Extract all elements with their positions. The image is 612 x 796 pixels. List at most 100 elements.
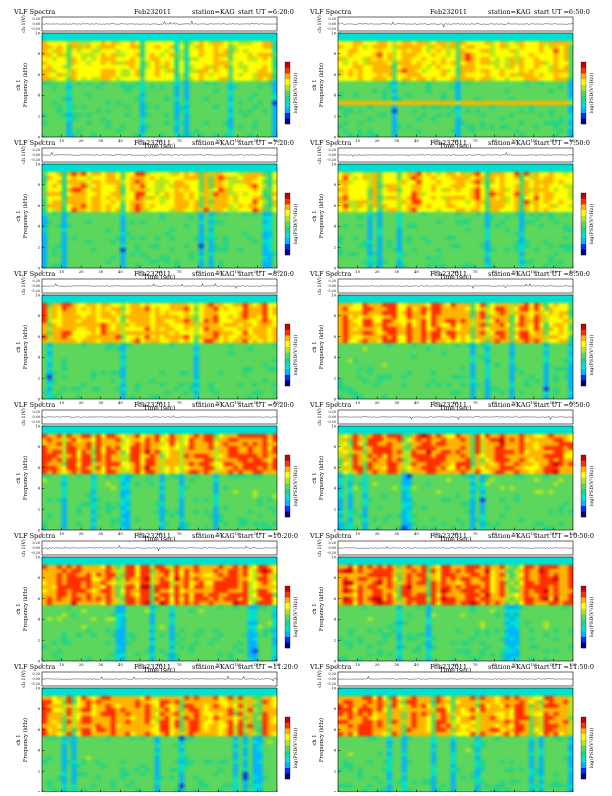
ytick-label: 10	[331, 30, 336, 35]
spectrogram-panel: VLF Spectra Feb232011 station=KAG start UT …	[309, 401, 595, 543]
colorbar-segment	[581, 249, 586, 256]
ytick-label: 8	[38, 575, 41, 580]
panel-header-title: VLF Spectra	[13, 139, 55, 147]
xtick-label: 0	[337, 531, 340, 536]
spectrogram-panel: VLF Spectra Feb232011 station=KAG start UT …	[13, 270, 299, 412]
xtick-label: 90	[512, 269, 517, 274]
colorbar-segment	[285, 586, 290, 592]
spectrogram-image	[42, 426, 277, 530]
ytick-label: 6	[38, 727, 41, 732]
colorbar-segment	[285, 369, 290, 375]
colorbar-segment	[285, 363, 290, 370]
waveform-ytick-label: 0.00	[328, 153, 336, 157]
colorbar-segment	[285, 193, 290, 199]
ytick-label: 0	[334, 134, 337, 139]
ytick-label: 10	[35, 161, 40, 166]
xtick-label: 50	[433, 662, 438, 667]
frequency-ylabel: Frequency (kHz)	[22, 194, 29, 238]
xtick-label: 10	[59, 138, 64, 143]
ytick-label: 4	[334, 224, 337, 229]
ytick-label: 8	[38, 182, 41, 187]
waveform-ylabel: ch 1(V)	[20, 146, 27, 164]
colorbar-segment	[581, 357, 586, 364]
xtick-label: 110	[254, 269, 262, 274]
xtick-label: 40	[118, 138, 123, 143]
colorbar-segment	[581, 722, 586, 729]
ytick-label: 6	[38, 203, 41, 208]
xtick-label: 20	[375, 662, 380, 667]
waveform-trace	[41, 151, 278, 157]
xtick-label: 50	[433, 138, 438, 143]
colorbar-segment	[581, 466, 586, 473]
xtick-label: 20	[79, 269, 84, 274]
colorbar-segment	[285, 226, 290, 233]
colorbar-segment	[285, 78, 290, 85]
colorbar-segment	[285, 717, 290, 723]
ytick-label: 2	[38, 769, 41, 774]
xtick-label: 30	[394, 400, 399, 405]
ytick-label: 0	[38, 527, 41, 532]
channel-label: ch 1	[16, 603, 22, 614]
waveform-ylabel: ch 1(V)	[316, 670, 323, 688]
waveform-ytick-label: 0.20	[328, 17, 336, 21]
xtick-label: 0	[41, 138, 44, 143]
waveform-ytick-label: 0.00	[32, 153, 40, 157]
colorbar-segment	[285, 750, 290, 757]
time-xlabel: Time (sec)	[440, 536, 472, 543]
panel-header-date: Feb232011	[430, 401, 467, 409]
colorbar-segment	[285, 204, 290, 211]
waveform-ytick-label: -0.20	[31, 551, 40, 555]
spectrogram-image	[42, 164, 277, 268]
xtick-label: 30	[394, 531, 399, 536]
xtick-label: 70	[473, 269, 478, 274]
xtick-label: 40	[118, 662, 123, 667]
waveform-ytick-label: 0.00	[328, 22, 336, 26]
waveform-ylabel: ch 1(V)	[316, 146, 323, 164]
panel-header-title: VLF Spectra	[309, 139, 351, 147]
xtick-label: 80	[492, 138, 497, 143]
colorbar-segment	[285, 62, 290, 68]
xtick-label: 120	[569, 138, 577, 143]
channel-label: ch 1	[312, 734, 318, 745]
ytick-label: 4	[334, 355, 337, 360]
colorbar-label: log(PSD(V²/Hz))	[588, 728, 595, 769]
xtick-label: 0	[41, 400, 44, 405]
xtick-label: 120	[273, 400, 281, 405]
waveform-ytick-label: -0.20	[31, 682, 40, 686]
colorbar-segment	[285, 722, 290, 729]
xtick-label: 70	[473, 662, 478, 667]
colorbar-segment	[581, 112, 586, 119]
colorbar-segment	[285, 636, 290, 643]
colorbar-segment	[581, 238, 586, 244]
spectrogram-panel: VLF Spectra Feb232011 station=KAG start UT …	[13, 401, 299, 543]
xtick-label: 120	[569, 269, 577, 274]
waveform-ylabel: ch 1(V)	[316, 408, 323, 426]
xtick-label: 10	[59, 269, 64, 274]
ytick-label: 2	[38, 245, 41, 250]
xtick-label: 100	[234, 531, 242, 536]
colorbar-segment	[581, 73, 586, 80]
spectrogram-panel: VLF Spectra Feb232011 station=KAG start UT …	[309, 663, 595, 796]
colorbar-segment	[285, 773, 290, 780]
colorbar-label: log(PSD(V²/Hz))	[292, 204, 299, 245]
xtick-label: 90	[216, 400, 221, 405]
colorbar-segment	[285, 357, 290, 364]
ytick-label: 6	[334, 334, 337, 339]
channel-label: ch 1	[312, 210, 318, 221]
xtick-label: 30	[394, 269, 399, 274]
spectrogram-image	[42, 33, 277, 137]
colorbar-segment	[581, 631, 586, 637]
panel-header-station: station=KAG	[488, 532, 531, 540]
waveform-trace	[41, 675, 278, 682]
xtick-label: 90	[216, 138, 221, 143]
waveform-ylabel-text: ch 1(V)	[316, 15, 323, 33]
waveform-trace	[337, 152, 574, 157]
xtick-label: 50	[137, 269, 142, 274]
xtick-label: 80	[492, 531, 497, 536]
ytick-label: 4	[38, 748, 41, 753]
waveform-ylabel: ch 1(V)	[316, 15, 323, 33]
colorbar-frame	[284, 716, 291, 780]
xtick-label: 30	[394, 138, 399, 143]
ytick-label: 2	[334, 245, 337, 250]
